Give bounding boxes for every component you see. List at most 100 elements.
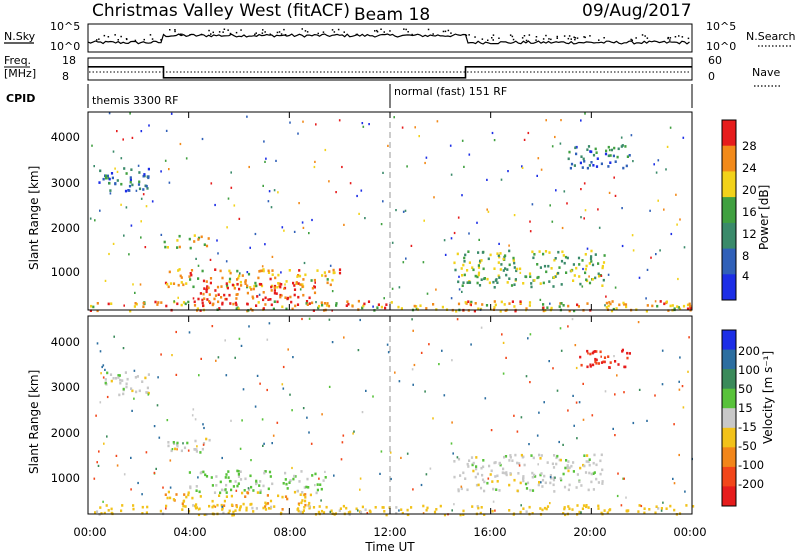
heatmap-cell (235, 505, 238, 509)
heatmap-cell (605, 301, 608, 305)
heatmap-cell (486, 208, 488, 211)
heatmap-cell (320, 499, 322, 502)
nsearch-point (262, 29, 264, 31)
heatmap-cell (436, 120, 439, 123)
heatmap-cell (562, 512, 565, 515)
velocity-cbar-tick-m100: -100 (738, 458, 764, 472)
heatmap-cell (566, 202, 568, 205)
heatmap-cell (512, 256, 515, 260)
heatmap-cell (570, 269, 573, 273)
heatmap-cell (214, 289, 217, 292)
heatmap-cell (372, 305, 374, 308)
heatmap-cell (230, 186, 233, 189)
nsearch-point (117, 39, 119, 41)
heatmap-cell (592, 472, 595, 475)
heatmap-cell (335, 302, 338, 305)
heatmap-cell (653, 163, 655, 166)
heatmap-cell (511, 300, 514, 303)
heatmap-cell (153, 425, 156, 428)
heatmap-cell (250, 288, 253, 291)
nsearch-point (306, 31, 309, 33)
nsearch-point (669, 37, 672, 39)
heatmap-cell (586, 148, 589, 151)
heatmap-cell (441, 349, 443, 352)
nsearch-point (674, 36, 677, 38)
heatmap-cell (587, 145, 591, 148)
heatmap-cell (183, 446, 187, 450)
heatmap-cell (296, 275, 299, 278)
heatmap-cell (289, 295, 292, 299)
heatmap-cell (285, 307, 288, 311)
xtick-2400: 00:00 (673, 525, 706, 539)
heatmap-cell (643, 511, 646, 515)
heatmap-cell (137, 164, 140, 167)
heatmap-cell (213, 491, 217, 494)
heatmap-cell (108, 177, 111, 181)
heatmap-cell (355, 507, 358, 511)
heatmap-cell (592, 363, 595, 367)
heatmap-cell (398, 509, 400, 512)
heatmap-cell (573, 274, 576, 277)
nsearch-point (535, 36, 538, 38)
heatmap-cell (349, 510, 352, 514)
heatmap-cell (539, 282, 542, 285)
heatmap-cell (555, 189, 557, 192)
heatmap-cell (679, 356, 681, 359)
nsearch-point (383, 31, 385, 33)
nsearch-point (235, 31, 238, 34)
heatmap-cell (455, 310, 458, 313)
heatmap-cell (457, 457, 461, 461)
heatmap-cell (461, 290, 463, 293)
heatmap-cell (483, 480, 486, 484)
heatmap-cell (595, 165, 599, 168)
heatmap-cell (231, 514, 234, 517)
heatmap-cell (205, 475, 209, 478)
heatmap-cell (156, 404, 159, 407)
heatmap-cell (520, 504, 522, 507)
heatmap-cell (177, 269, 180, 272)
heatmap-cell (536, 276, 539, 280)
heatmap-cell (297, 132, 299, 135)
nsearch-point (576, 37, 579, 39)
heatmap-cell (262, 444, 264, 447)
heatmap-cell (568, 466, 571, 470)
heatmap-cell (610, 148, 613, 152)
heatmap-cell (545, 507, 548, 511)
heatmap-cell (665, 168, 667, 171)
heatmap-cell (626, 356, 629, 360)
heatmap-cell (553, 276, 556, 279)
heatmap-cell (597, 504, 600, 508)
heatmap-cell (462, 281, 465, 284)
heatmap-cell (311, 218, 313, 222)
velocity-cbar-swatch (722, 447, 736, 468)
heatmap-cell (517, 472, 520, 475)
heatmap-cell (264, 505, 267, 508)
heatmap-cell (357, 509, 359, 512)
heatmap-cell (490, 429, 493, 432)
heatmap-cell (475, 465, 478, 468)
nsearch-point (269, 33, 271, 35)
heatmap-cell (527, 337, 529, 340)
heatmap-cell (600, 361, 604, 364)
heatmap-cell (324, 274, 327, 278)
heatmap-cell (289, 393, 291, 396)
heatmap-cell (270, 303, 273, 307)
heatmap-cell (626, 351, 629, 355)
heatmap-cell (313, 285, 316, 289)
nsearch-point (556, 35, 558, 38)
heatmap-cell (531, 475, 534, 479)
heatmap-cell (109, 192, 112, 195)
heatmap-cell (246, 291, 249, 295)
heatmap-cell (223, 504, 226, 507)
heatmap-cell (269, 499, 273, 503)
heatmap-cell (180, 449, 183, 453)
heatmap-cell (564, 513, 567, 517)
heatmap-cell (554, 257, 557, 260)
nsearch-point (126, 38, 128, 41)
velocity-cbar-swatch (722, 466, 736, 487)
heatmap-cell (320, 301, 323, 304)
heatmap-cell (487, 477, 490, 480)
heatmap-cell (311, 286, 314, 290)
heatmap-cell (232, 513, 235, 517)
heatmap-cell (302, 493, 305, 497)
